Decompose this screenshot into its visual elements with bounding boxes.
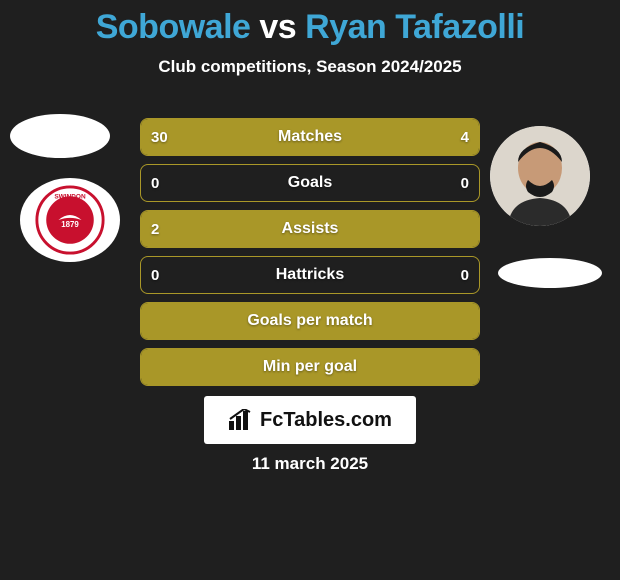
stat-label: Assists xyxy=(141,211,479,247)
stat-row-goals-per-match: Goals per match xyxy=(140,302,480,340)
svg-text:1879: 1879 xyxy=(61,220,79,229)
stat-row-goals: 0 Goals 0 xyxy=(140,164,480,202)
brand-badge: FcTables.com xyxy=(204,396,416,444)
stat-right-value: 0 xyxy=(451,257,479,293)
stat-label: Matches xyxy=(141,119,479,155)
player2-avatar xyxy=(490,126,590,226)
stat-row-assists: 2 Assists xyxy=(140,210,480,248)
stat-row-matches: 30 Matches 4 xyxy=(140,118,480,156)
stat-right-value xyxy=(459,211,479,247)
stat-right-value xyxy=(459,349,479,385)
stat-right-value xyxy=(459,303,479,339)
stat-label: Goals xyxy=(141,165,479,201)
subtitle: Club competitions, Season 2024/2025 xyxy=(0,57,620,77)
player1-club-crest: 1879 SWINDON xyxy=(20,178,120,262)
stat-row-min-per-goal: Min per goal xyxy=(140,348,480,386)
player2-name: Ryan Tafazolli xyxy=(305,8,524,46)
vs-text: vs xyxy=(250,8,305,46)
player-photo-icon xyxy=(490,126,590,226)
svg-text:SWINDON: SWINDON xyxy=(54,193,86,200)
player1-avatar xyxy=(10,114,110,158)
bar-chart-icon xyxy=(228,409,254,431)
stat-right-value: 0 xyxy=(451,165,479,201)
stat-row-hattricks: 0 Hattricks 0 xyxy=(140,256,480,294)
swindon-crest-icon: 1879 SWINDON xyxy=(34,184,106,256)
brand-text: FcTables.com xyxy=(260,409,392,432)
player1-name: Sobowale xyxy=(96,8,251,46)
stat-label: Min per goal xyxy=(141,349,479,385)
stats-container: 30 Matches 4 0 Goals 0 2 Assists 0 Hattr… xyxy=(140,118,480,394)
date-text: 11 march 2025 xyxy=(0,454,620,474)
player2-club-crest xyxy=(498,258,602,288)
stat-right-value: 4 xyxy=(451,119,479,155)
stat-label: Hattricks xyxy=(141,257,479,293)
page-title: Sobowale vs Ryan Tafazolli xyxy=(0,0,620,47)
stat-label: Goals per match xyxy=(141,303,479,339)
